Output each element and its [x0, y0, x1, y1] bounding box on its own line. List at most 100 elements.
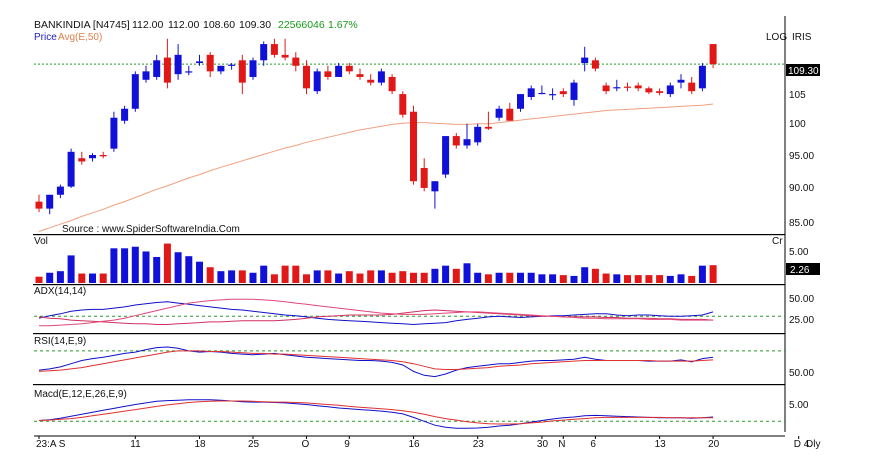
volume-bar	[292, 265, 300, 283]
volume-bar	[99, 273, 107, 283]
candle-body	[89, 155, 96, 159]
volume-bar	[602, 273, 610, 283]
volume-bar	[324, 270, 332, 283]
rsi-label: RSI(14,E,9)	[34, 336, 86, 347]
x-tick-label: 23	[473, 439, 485, 450]
x-tick-label: 9	[344, 439, 350, 450]
change-value: 1.67%	[328, 19, 358, 31]
candle-body	[196, 61, 203, 64]
volume-bar	[666, 275, 674, 283]
iris-label: IRIS	[792, 32, 812, 43]
open-value: 112.00	[132, 19, 163, 31]
volume-bar	[677, 274, 685, 283]
candle-body	[249, 60, 257, 77]
volume-bar	[121, 248, 129, 283]
candle-body	[442, 136, 450, 175]
candle-body	[46, 194, 54, 209]
candle-body	[517, 94, 524, 109]
candle-body	[313, 71, 321, 92]
volume-bar	[581, 267, 589, 283]
candle-body	[206, 54, 214, 72]
volume-bar	[484, 274, 492, 283]
volume-bar	[196, 261, 203, 283]
x-tick-label: 13	[655, 439, 667, 450]
volume-bar	[56, 271, 64, 283]
candle-body	[559, 91, 567, 95]
volume-label: Vol	[34, 236, 48, 247]
volume-bar	[570, 275, 578, 283]
x-tick-label: 25	[248, 439, 260, 450]
volume-bar	[624, 275, 631, 283]
price-tick-95: 95.00	[789, 151, 814, 162]
volume-bar	[249, 272, 257, 283]
volume-bar	[335, 273, 343, 283]
adx--di-line	[38, 301, 714, 326]
volume-bar	[217, 271, 225, 283]
x-tick-label: 11	[130, 439, 141, 450]
volume-bar	[78, 273, 86, 283]
x-tick-label: 18	[195, 439, 207, 450]
price-label: Price	[34, 32, 57, 43]
adx-label: ADX(14,14)	[34, 286, 86, 297]
macd-tick-5: 5.00	[789, 400, 809, 411]
close-value: 109.30	[239, 19, 271, 31]
volume-bar	[206, 267, 214, 283]
candle-body	[131, 74, 139, 109]
rsi-panel-border	[33, 384, 785, 386]
volume-bar	[463, 263, 471, 283]
candle-body	[260, 44, 268, 61]
macd-macd-line	[38, 399, 714, 429]
candle-body	[35, 201, 43, 209]
adx--di-line	[38, 309, 714, 325]
volume-last-value: 2.26	[790, 265, 810, 276]
volume-bar	[634, 275, 642, 283]
candle-body	[345, 65, 353, 72]
period-label: Dly	[806, 439, 820, 450]
volume-bar	[410, 272, 417, 283]
candle-body	[538, 92, 546, 95]
candle-body	[78, 158, 86, 162]
candle-body	[303, 65, 310, 89]
volume-bar	[527, 272, 535, 283]
moving-average-line	[38, 103, 714, 232]
candle-body	[399, 94, 407, 115]
candle-body	[570, 82, 578, 100]
volume-bar	[656, 275, 664, 283]
price-panel-border	[33, 234, 785, 236]
volume-bar	[452, 268, 460, 283]
volume-bar	[431, 268, 439, 283]
x-tick-label: O	[302, 439, 310, 450]
volume-bar	[420, 272, 428, 283]
volume-bar	[67, 255, 75, 283]
volume-bar	[709, 265, 717, 283]
candle-body	[613, 87, 621, 89]
candle-body	[484, 126, 492, 129]
volume-bar	[270, 274, 278, 283]
candle-body	[656, 91, 664, 93]
volume-bar	[313, 270, 321, 283]
price-last-value: 109.30	[788, 66, 819, 77]
candle-body	[388, 76, 396, 92]
rsi-signal-line	[38, 350, 714, 372]
volume-bar	[110, 248, 118, 283]
price-tick-105: 105	[789, 90, 806, 101]
volume-bar	[559, 275, 567, 283]
high-value: 112.00	[168, 19, 199, 31]
candle-body	[67, 151, 75, 187]
candle-body	[292, 57, 300, 66]
volume-bar	[591, 268, 599, 283]
candle-body	[121, 108, 129, 121]
candle-body	[217, 65, 225, 72]
volume-unit-label: Cr	[772, 236, 783, 247]
candle-body	[549, 94, 557, 96]
volume-bar	[367, 270, 375, 283]
volume-last-box	[786, 263, 820, 275]
volume-bar	[89, 273, 96, 283]
volume-bar	[474, 272, 482, 283]
source-label: Source : www.SpiderSoftwareIndia.Com	[62, 224, 240, 235]
candle-body	[163, 57, 171, 83]
candle-body	[666, 85, 674, 95]
volume-bar	[281, 265, 289, 283]
candle-body	[709, 44, 717, 65]
